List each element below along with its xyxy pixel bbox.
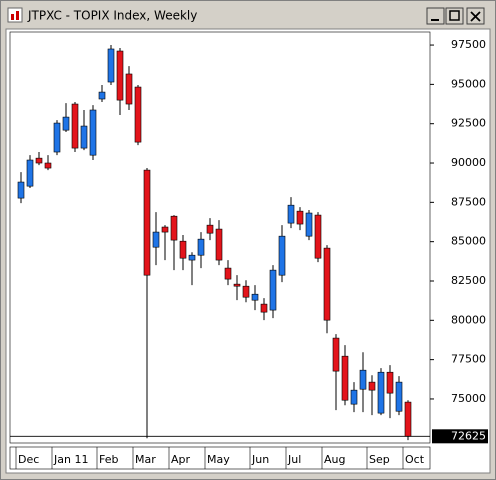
candle-body [206, 224, 214, 234]
candle-body [134, 86, 142, 143]
app-icon-bar [16, 11, 19, 20]
y-tick-label: 85000 [451, 235, 486, 248]
x-tick-label: Mar [135, 453, 156, 466]
candle-body [350, 389, 358, 405]
y-tick-label: 92500 [451, 117, 486, 130]
candle-body [305, 212, 313, 237]
y-tick-label: 87500 [451, 195, 486, 208]
button-box[interactable] [426, 7, 445, 25]
x-axis-frame [9, 446, 431, 470]
candle-body [197, 238, 205, 256]
candle-body [80, 125, 88, 149]
candle-body [143, 169, 151, 276]
last-value-box [432, 429, 488, 444]
candle-body [269, 269, 277, 311]
candle-body [125, 73, 133, 105]
candle-body [179, 240, 187, 259]
candle-body [386, 371, 394, 394]
candle-body [170, 215, 178, 241]
candle-body [62, 116, 70, 131]
candle-body [296, 210, 304, 225]
x-tick-label: Jun [251, 453, 269, 466]
y-tick-label: 77500 [451, 353, 486, 366]
candle-body [251, 293, 259, 301]
candle-body [98, 91, 106, 100]
maximize-button[interactable] [445, 7, 464, 25]
x-tick-label: Sep [369, 453, 390, 466]
x-tick-label: Jan 11 [53, 453, 88, 466]
x-tick-label: May [207, 453, 230, 466]
candle-body [323, 247, 331, 321]
candle-body [359, 369, 367, 390]
x-tick-label: Jul [287, 453, 301, 466]
candle-body [314, 214, 322, 259]
candle-body [260, 303, 268, 313]
candle-body [242, 285, 250, 298]
button-glyph [449, 10, 460, 21]
app-icon-bar [11, 14, 14, 20]
button-glyph [470, 11, 481, 22]
candle-body [188, 254, 196, 261]
candle-body [116, 50, 124, 101]
candle-body [395, 381, 403, 412]
candle-body [368, 381, 376, 391]
candle-body [107, 48, 115, 83]
minimize-button[interactable] [426, 7, 445, 25]
candle-body [44, 162, 52, 169]
y-tick-label: 80000 [451, 313, 486, 326]
candle-body [377, 371, 385, 414]
plot: 75000 77500 80000 82500 85000 87500 90000 92500… [10, 38, 488, 469]
app-icon [7, 7, 23, 23]
candle-body [224, 267, 232, 280]
title-bar [3, 3, 493, 27]
candle-body [278, 235, 286, 276]
candle-body [71, 103, 79, 149]
y-tick-label: 95000 [451, 77, 486, 90]
x-tick-label: Feb [99, 453, 118, 466]
candle-body [332, 337, 340, 372]
candle-body [152, 231, 160, 248]
last-value-label: 72625 [451, 429, 486, 442]
y-tick-label: 97500 [451, 38, 486, 51]
y-tick-label: 90000 [451, 156, 486, 169]
x-tick-label: Dec [18, 453, 39, 466]
x-tick-label: Oct [405, 453, 425, 466]
candle-body [17, 181, 25, 199]
candle-body [161, 226, 169, 233]
candle-body [26, 159, 34, 187]
candle-body [404, 401, 412, 437]
candle-body [89, 109, 97, 156]
candle-body [341, 355, 349, 401]
candle-body [35, 157, 43, 164]
close-button[interactable] [466, 7, 485, 25]
candle-body [287, 204, 295, 224]
candle-body [215, 228, 223, 261]
candle-body [53, 122, 61, 153]
window-title: JTPXC - TOPIX Index, Weekly [27, 9, 197, 23]
x-tick-label: Aug [324, 453, 345, 466]
y-tick-label: 75000 [451, 392, 486, 405]
y-tick-label: 82500 [451, 274, 486, 287]
x-tick-label: Apr [171, 453, 191, 466]
candle-body [233, 283, 241, 287]
